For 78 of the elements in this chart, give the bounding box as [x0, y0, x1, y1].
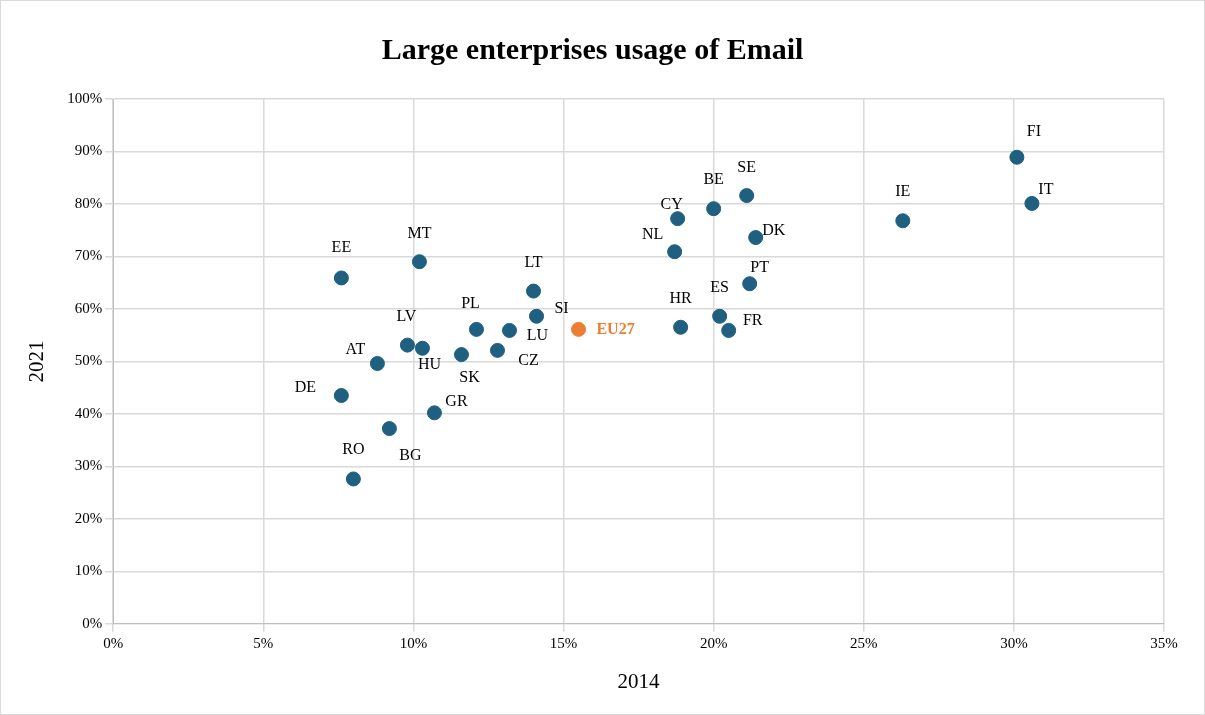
- x-tick-label: 5%: [253, 634, 274, 651]
- x-tick-label: 20%: [699, 634, 728, 651]
- series-label: SI: [554, 299, 569, 317]
- point: [748, 230, 764, 246]
- series-label: NL: [641, 224, 664, 242]
- series-label: SK: [459, 367, 481, 385]
- point: [411, 254, 427, 270]
- point: [1009, 149, 1025, 165]
- series-label: BE: [703, 169, 724, 187]
- series-label: DE: [294, 377, 317, 395]
- point: [706, 201, 722, 217]
- point: [742, 276, 758, 292]
- point: [369, 356, 385, 371]
- x-tick-label: 10%: [399, 634, 428, 651]
- series-label: RO: [342, 440, 365, 458]
- y-tick-label: 80%: [74, 194, 103, 211]
- series-label: HR: [669, 289, 693, 307]
- x-tick-label: 0%: [103, 634, 124, 651]
- series-label: LT: [524, 253, 543, 271]
- y-tick-label: 10%: [74, 562, 103, 579]
- point: [414, 340, 430, 356]
- point: [381, 421, 397, 437]
- point: [345, 471, 361, 487]
- point: [526, 283, 542, 299]
- series-label: SE: [737, 157, 757, 175]
- series-label: CY: [660, 194, 684, 212]
- y-tick-label: 0%: [82, 614, 103, 631]
- y-tick-label: 20%: [74, 509, 103, 526]
- series-label: BG: [399, 445, 422, 463]
- point: [1024, 195, 1040, 211]
- y-tick-label: 30%: [74, 457, 103, 474]
- point: [670, 211, 686, 227]
- point: [333, 388, 349, 404]
- point: [667, 244, 683, 260]
- series-label: PL: [461, 293, 480, 311]
- x-tick-label: 30%: [1000, 634, 1028, 651]
- y-tick-label: 60%: [74, 299, 103, 316]
- x-tick-label: 15%: [549, 634, 578, 651]
- series-label: IE: [895, 181, 911, 199]
- x-tick-label: 25%: [850, 634, 878, 651]
- series-label: EE: [331, 238, 352, 256]
- series-label: LV: [396, 307, 417, 325]
- series-label: CZ: [518, 350, 539, 368]
- point: [721, 322, 737, 338]
- series-label: ES: [710, 278, 729, 296]
- point: [489, 342, 505, 358]
- point: [712, 308, 728, 324]
- point: [333, 270, 349, 286]
- point: [453, 347, 469, 363]
- series-label: GR: [445, 392, 468, 410]
- point: [426, 405, 442, 421]
- point: [571, 321, 587, 337]
- series-label: FI: [1026, 122, 1041, 140]
- series-label: LU: [526, 325, 549, 343]
- y-tick-label: 90%: [74, 142, 103, 159]
- series-label: PT: [750, 257, 770, 275]
- y-tick-label: 70%: [74, 247, 103, 264]
- series-label: EU27: [596, 319, 635, 337]
- chart-title: Large enterprises usage of Email: [381, 31, 804, 65]
- x-tick-label: 35%: [1150, 634, 1178, 651]
- point: [895, 213, 911, 229]
- point: [739, 188, 755, 204]
- series-label: DK: [762, 220, 786, 238]
- series-label: AT: [345, 339, 366, 357]
- series-label: MT: [407, 223, 432, 241]
- point: [529, 308, 545, 324]
- point: [673, 319, 689, 335]
- point: [468, 321, 484, 337]
- point: [502, 322, 517, 338]
- point: [399, 337, 415, 353]
- y-tick-label: 50%: [74, 352, 103, 369]
- series-label: FR: [742, 310, 763, 328]
- series-label: IT: [1038, 179, 1054, 197]
- series-label: HU: [417, 355, 442, 373]
- y-axis-title: 2021: [24, 340, 49, 383]
- y-tick-label: 40%: [74, 404, 103, 421]
- x-axis-title: 2014: [617, 668, 661, 693]
- y-tick-label: 100%: [67, 89, 103, 106]
